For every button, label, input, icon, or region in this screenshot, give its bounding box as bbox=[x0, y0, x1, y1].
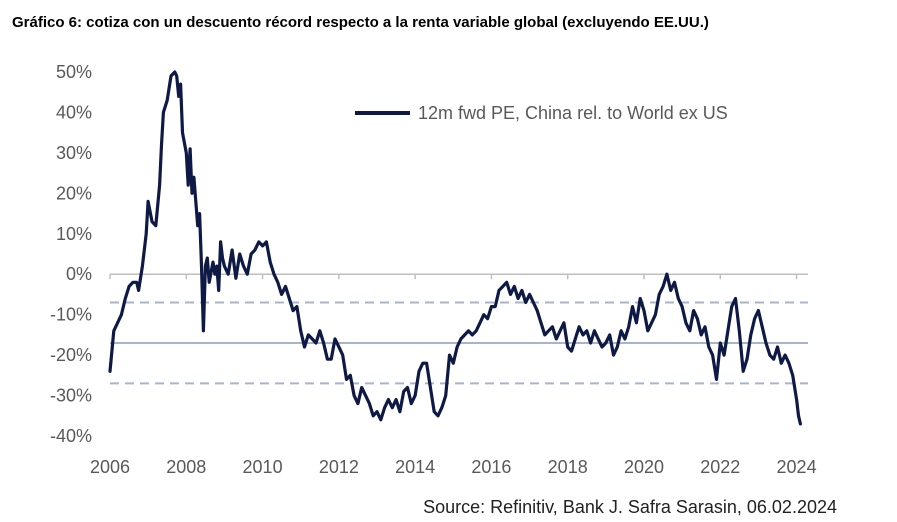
x-tick-label: 2022 bbox=[700, 457, 740, 477]
x-tick-label: 2024 bbox=[777, 457, 817, 477]
y-tick-label: -30% bbox=[50, 386, 92, 406]
x-tick-label: 2010 bbox=[243, 457, 283, 477]
y-tick-label: 20% bbox=[56, 183, 92, 203]
x-tick-label: 2006 bbox=[90, 457, 130, 477]
series-line bbox=[108, 70, 802, 426]
x-tick-label: 2014 bbox=[395, 457, 435, 477]
y-tick-label: -40% bbox=[50, 426, 92, 446]
y-tick-label: 0% bbox=[66, 264, 92, 284]
y-tick-label: 10% bbox=[56, 224, 92, 244]
source-note: Source: Refinitiv, Bank J. Safra Sarasin… bbox=[423, 497, 837, 517]
y-tick-label: -20% bbox=[50, 345, 92, 365]
x-tick-label: 2018 bbox=[548, 457, 588, 477]
x-axis-tick-labels: 2006 2008 2010 2012 2014 2016 2018 2020 2022 2024 bbox=[90, 457, 817, 477]
x-tick-label: 2016 bbox=[471, 457, 511, 477]
x-tick-label: 2008 bbox=[166, 457, 206, 477]
y-tick-label: 30% bbox=[56, 143, 92, 163]
y-tick-label: -10% bbox=[50, 305, 92, 325]
chart-title: Gráfico 6: cotiza con un descuento récor… bbox=[12, 14, 709, 31]
legend-label: 12m fwd PE, China rel. to World ex US bbox=[418, 103, 728, 123]
y-tick-label: 40% bbox=[56, 102, 92, 122]
x-axis bbox=[109, 273, 808, 280]
y-tick-label: 50% bbox=[56, 62, 92, 82]
x-tick-label: 2012 bbox=[319, 457, 359, 477]
x-tick-label: 2020 bbox=[624, 457, 664, 477]
y-axis-tick-labels: 50% 40% 30% 20% 10% 0% -10% -20% -30% -40% bbox=[50, 62, 92, 446]
legend: 12m fwd PE, China rel. to World ex US bbox=[355, 103, 728, 123]
